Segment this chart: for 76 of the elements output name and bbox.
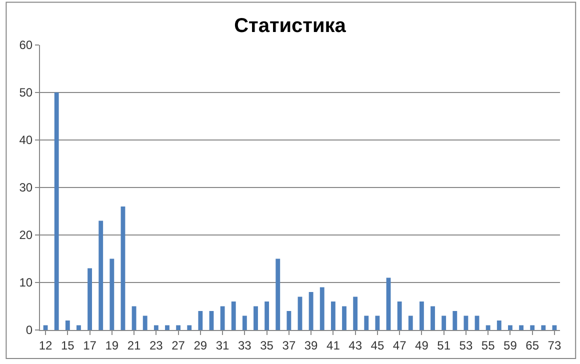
bar — [342, 306, 346, 330]
y-tick-label: 20 — [19, 228, 33, 242]
bar — [508, 325, 512, 330]
bar — [110, 258, 114, 330]
y-tick-label: 50 — [19, 86, 33, 100]
x-tick-label: 17 — [83, 338, 97, 352]
bar — [65, 320, 70, 330]
x-tick-label: 43 — [348, 338, 362, 352]
bar — [330, 302, 336, 330]
x-tick-label: 51 — [437, 338, 451, 352]
y-tick-label: 30 — [19, 180, 33, 195]
x-tick-label: 21 — [127, 338, 142, 352]
bar — [120, 206, 126, 330]
x-tick-label: 55 — [481, 338, 496, 352]
bar — [364, 316, 369, 330]
bar — [98, 220, 104, 330]
bar — [353, 296, 358, 330]
x-tick-label: 45 — [370, 338, 384, 352]
x-tick-label: 53 — [459, 338, 473, 352]
y-tick-label: 10 — [19, 276, 33, 290]
x-tick-label: 39 — [304, 338, 318, 352]
x-tick-label: 12 — [38, 338, 53, 352]
bar — [464, 316, 468, 330]
x-tick-label: 73 — [548, 338, 562, 352]
bar — [408, 316, 413, 330]
x-tick-label: 23 — [149, 338, 164, 352]
x-tick-label: 65 — [526, 338, 540, 352]
x-tick-label: 33 — [238, 338, 252, 352]
x-tick-label: 41 — [326, 338, 340, 352]
x-tick-label: 19 — [105, 338, 119, 352]
y-tick-label: 60 — [19, 38, 33, 52]
bar — [264, 302, 270, 330]
bar — [442, 316, 446, 330]
bar — [187, 325, 192, 330]
bar — [54, 92, 59, 330]
x-tick-label: 37 — [282, 338, 296, 352]
bar — [486, 325, 490, 330]
bar — [298, 296, 302, 330]
x-tick-label: 31 — [216, 338, 230, 352]
bar — [419, 302, 424, 330]
bar — [176, 325, 181, 330]
bar — [430, 306, 435, 330]
bar — [231, 302, 236, 330]
x-tick-label: 15 — [60, 338, 75, 352]
x-tick-label: 29 — [194, 338, 208, 352]
x-tick-label: 49 — [415, 338, 429, 352]
bar — [220, 306, 225, 330]
bar — [142, 316, 148, 330]
bar — [375, 316, 380, 330]
bar — [397, 302, 402, 330]
bar — [242, 316, 247, 330]
bar — [286, 311, 292, 330]
bar — [496, 320, 502, 330]
bar — [452, 311, 458, 330]
bar — [320, 287, 324, 330]
bar — [209, 311, 214, 330]
bar — [530, 325, 535, 330]
x-tick-label: 47 — [392, 338, 407, 352]
bar — [276, 258, 280, 330]
y-tick-label: 0 — [26, 323, 33, 338]
bar — [165, 325, 170, 330]
bar — [132, 306, 136, 330]
x-tick-label: 27 — [172, 338, 186, 352]
bar — [308, 292, 314, 330]
bar — [254, 306, 258, 330]
bar — [386, 278, 391, 330]
bar — [519, 325, 524, 330]
x-tick-label: 35 — [260, 338, 274, 352]
bar — [76, 325, 81, 330]
bar — [541, 325, 546, 330]
bar — [154, 325, 158, 330]
bar — [88, 268, 92, 330]
x-tick-label: 59 — [504, 338, 518, 352]
y-tick-label: 40 — [19, 133, 33, 148]
bar — [198, 311, 203, 330]
chart-title: Статистика — [234, 15, 347, 38]
